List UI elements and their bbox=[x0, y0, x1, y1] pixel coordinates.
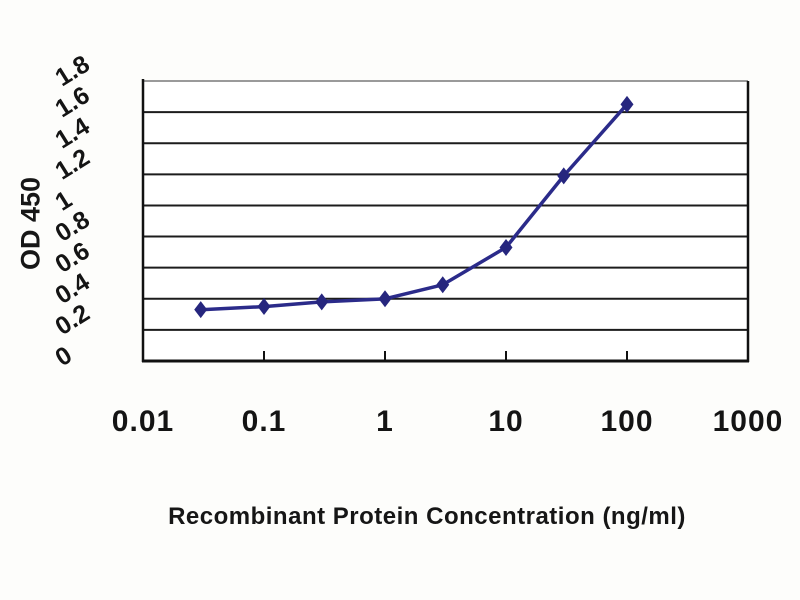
x-tick-label: 1000 bbox=[713, 405, 784, 438]
data-point-marker bbox=[620, 95, 634, 113]
x-tick-label: 1 bbox=[376, 405, 394, 438]
data-point-marker bbox=[378, 290, 392, 308]
data-point-marker bbox=[194, 301, 208, 319]
x-tick-label: 100 bbox=[600, 405, 653, 438]
data-point-marker bbox=[436, 276, 450, 294]
x-tick-label: 10 bbox=[488, 405, 523, 438]
data-point-marker bbox=[557, 167, 571, 185]
y-axis-title: OD 450 bbox=[15, 176, 46, 271]
plot-area bbox=[143, 81, 748, 361]
data-point-marker bbox=[315, 293, 329, 311]
x-tick-label: 0.1 bbox=[242, 405, 287, 438]
x-axis-title: Recombinant Protein Concentration (ng/ml… bbox=[168, 503, 686, 530]
y-tick-label: 0 bbox=[50, 341, 77, 372]
series-line bbox=[198, 102, 629, 312]
y-tick-label: 1.8 bbox=[50, 50, 94, 92]
data-point-marker bbox=[257, 298, 271, 316]
x-tick-label: 0.01 bbox=[112, 405, 174, 438]
data-point-marker bbox=[499, 238, 513, 256]
